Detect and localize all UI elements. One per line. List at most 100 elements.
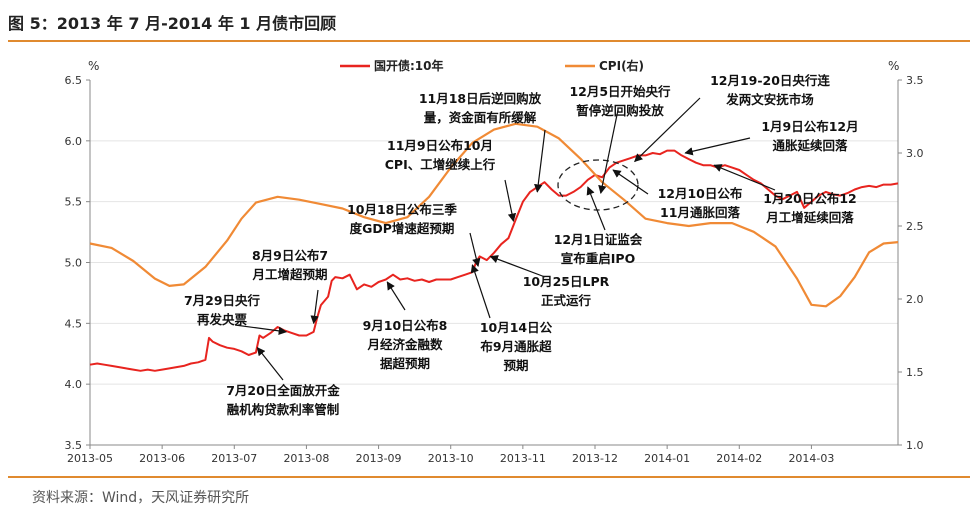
annotation-label: 1月20日公布12 月工增延续回落 — [763, 191, 857, 225]
annotation-line: 12月5日开始央行 — [569, 84, 671, 99]
annotation-arrow — [684, 137, 751, 156]
x-tick-label: 2014-03 — [788, 452, 834, 465]
annotation-arrow — [386, 281, 406, 311]
annotation-line: 布9月通胀超 — [480, 339, 552, 354]
right-axis-unit: % — [888, 59, 899, 73]
source-note: 资料来源：Wind，天风证券研究所 — [32, 490, 250, 506]
annotation-line: 12月10日公布 — [658, 186, 743, 201]
source-divider — [8, 476, 970, 478]
annotation-arrow — [713, 164, 776, 191]
annotation-line: 9月10日公布8 — [363, 318, 448, 333]
annotation-arrow — [504, 179, 517, 222]
annotation-arrow — [598, 109, 619, 194]
y-right-tick-label: 2.5 — [906, 220, 924, 233]
annotation-line: 据超预期 — [380, 356, 430, 371]
annotation-line: 暂停逆回购投放 — [576, 103, 664, 118]
x-tick-label: 2013-10 — [428, 452, 474, 465]
x-tick-label: 2013-05 — [67, 452, 113, 465]
annotation-arrow — [234, 324, 288, 336]
annotation-arrow — [469, 232, 481, 267]
annotation-label: 10月18日公布三季度GDP增速超预期 — [347, 202, 457, 236]
annotation-line: 预期 — [503, 358, 528, 373]
annotation-line: 度GDP增速超预期 — [350, 221, 455, 236]
y-right-tick-label: 2.0 — [906, 293, 924, 306]
y-left-tick-label: 4.5 — [65, 317, 83, 330]
annotation-line: 8月9日公布7 — [252, 248, 328, 263]
annotation-arrow — [470, 264, 491, 319]
annotation-line: 7月20日全面放开金 — [226, 383, 340, 398]
annotation-line: 通胀延续回落 — [772, 138, 848, 153]
y-left-tick-label: 5.0 — [65, 257, 83, 270]
y-left-tick-label: 3.5 — [65, 439, 83, 452]
annotation-line: 月工增延续回落 — [765, 210, 854, 225]
annotation-label: 8月9日公布7 月工增超预期 — [251, 248, 328, 282]
left-axis-unit: % — [88, 59, 99, 73]
x-tick-label: 2014-02 — [716, 452, 762, 465]
y-right-tick-label: 3.0 — [906, 147, 924, 160]
annotation-line: 量，资金面有所缓解 — [424, 110, 537, 125]
annotation-line: 正式运行 — [541, 293, 592, 308]
annotations: 7月20日全面放开金融机构贷款利率管制 7月29日央行再发央票 8月9日公布7 月工增… — [184, 73, 859, 417]
annotation-arrow — [612, 169, 649, 195]
annotation-label: 11月9日公布10月 CPI、工增继续上行 — [385, 138, 496, 172]
annotation-line: 11月9日公布10月 — [387, 138, 493, 153]
bond-yield-cpi-chart: 3.54.04.55.05.56.06.51.01.52.02.53.03.52… — [65, 58, 924, 465]
y-left-tick-label: 6.0 — [65, 135, 83, 148]
annotation-line: CPI、工增继续上行 — [385, 157, 496, 172]
y-right-tick-label: 1.0 — [906, 439, 924, 452]
y-left-tick-label: 4.0 — [65, 378, 83, 391]
annotation-line: 7月29日央行 — [184, 293, 261, 308]
y-left-tick-label: 6.5 — [65, 74, 83, 87]
x-tick-label: 2013-09 — [356, 452, 402, 465]
annotation-line: 11月通胀回落 — [660, 205, 740, 220]
annotation-label: 12月1日证监会宣布重启IPO — [554, 232, 643, 266]
annotation-label: 12月5日开始央行暂停逆回购投放 — [569, 84, 671, 118]
annotation-line: 11月18日后逆回购放 — [419, 91, 542, 106]
annotation-line: 融机构贷款利率管制 — [227, 402, 340, 417]
cpi-line — [89, 122, 899, 308]
annotation-label: 9月10日公布8 月经济金融数据超预期 — [363, 318, 448, 371]
figure-title: 图 5：2013 年 7 月-2014 年 1 月债市回顾 — [8, 14, 337, 33]
legend: 国开债:10年 CPI(右) — [340, 58, 644, 73]
annotation-line: 1月20日公布12 — [763, 191, 857, 206]
annotation-label: 12月10日公布 11月通胀回落 — [658, 186, 743, 220]
annotation-label: 11月18日后逆回购放量，资金面有所缓解 — [419, 91, 542, 125]
x-tick-label: 2013-11 — [500, 452, 546, 465]
highlight-ellipse — [557, 159, 639, 211]
title-divider — [8, 40, 970, 42]
legend-label-bond: 国开债:10年 — [374, 58, 444, 73]
annotation-arrow — [310, 289, 319, 325]
x-tick-label: 2013-08 — [283, 452, 329, 465]
annotation-arrow — [256, 347, 284, 381]
annotation-line: 10月18日公布三季 — [347, 202, 457, 217]
legend-label-cpi: CPI(右) — [599, 58, 644, 73]
tick-labels: 3.54.04.55.05.56.06.51.01.52.02.53.03.52… — [65, 74, 924, 465]
annotation-line: 1月9日公布12月 — [761, 119, 858, 134]
x-tick-label: 2013-12 — [572, 452, 618, 465]
annotation-arrow — [586, 186, 606, 231]
annotation-label: 7月29日央行再发央票 — [184, 293, 261, 327]
annotation-label: 10月14日公布9月通胀超预期 — [480, 320, 553, 373]
annotation-line: 月经济金融数 — [366, 337, 443, 352]
x-tick-label: 2013-06 — [139, 452, 185, 465]
x-tick-label: 2014-01 — [644, 452, 690, 465]
annotation-label: 10月25日LPR 正式运行 — [523, 274, 610, 308]
y-left-tick-label: 5.5 — [65, 196, 83, 209]
annotation-line: 10月14日公 — [480, 320, 553, 335]
annotation-label: 1月9日公布12月通胀延续回落 — [761, 119, 858, 153]
annotation-line: 再发央票 — [197, 312, 248, 327]
y-right-tick-label: 1.5 — [906, 366, 924, 379]
annotation-line: 10月25日LPR — [523, 274, 610, 289]
annotation-arrow — [634, 97, 701, 163]
annotation-arrow — [489, 255, 546, 278]
annotation-line: 宣布重启IPO — [561, 251, 635, 266]
annotation-line: 12月19-20日央行连 — [710, 73, 830, 88]
annotation-label: 12月19-20日央行连发两文安抚市场 — [710, 73, 830, 107]
annotation-label: 7月20日全面放开金融机构贷款利率管制 — [226, 383, 340, 417]
annotation-line: 发两文安抚市场 — [725, 92, 814, 107]
y-right-tick-label: 3.5 — [906, 74, 924, 87]
annotation-arrow — [534, 129, 546, 193]
annotation-line: 12月1日证监会 — [554, 232, 643, 247]
x-tick-label: 2013-07 — [211, 452, 257, 465]
axes — [86, 79, 902, 449]
